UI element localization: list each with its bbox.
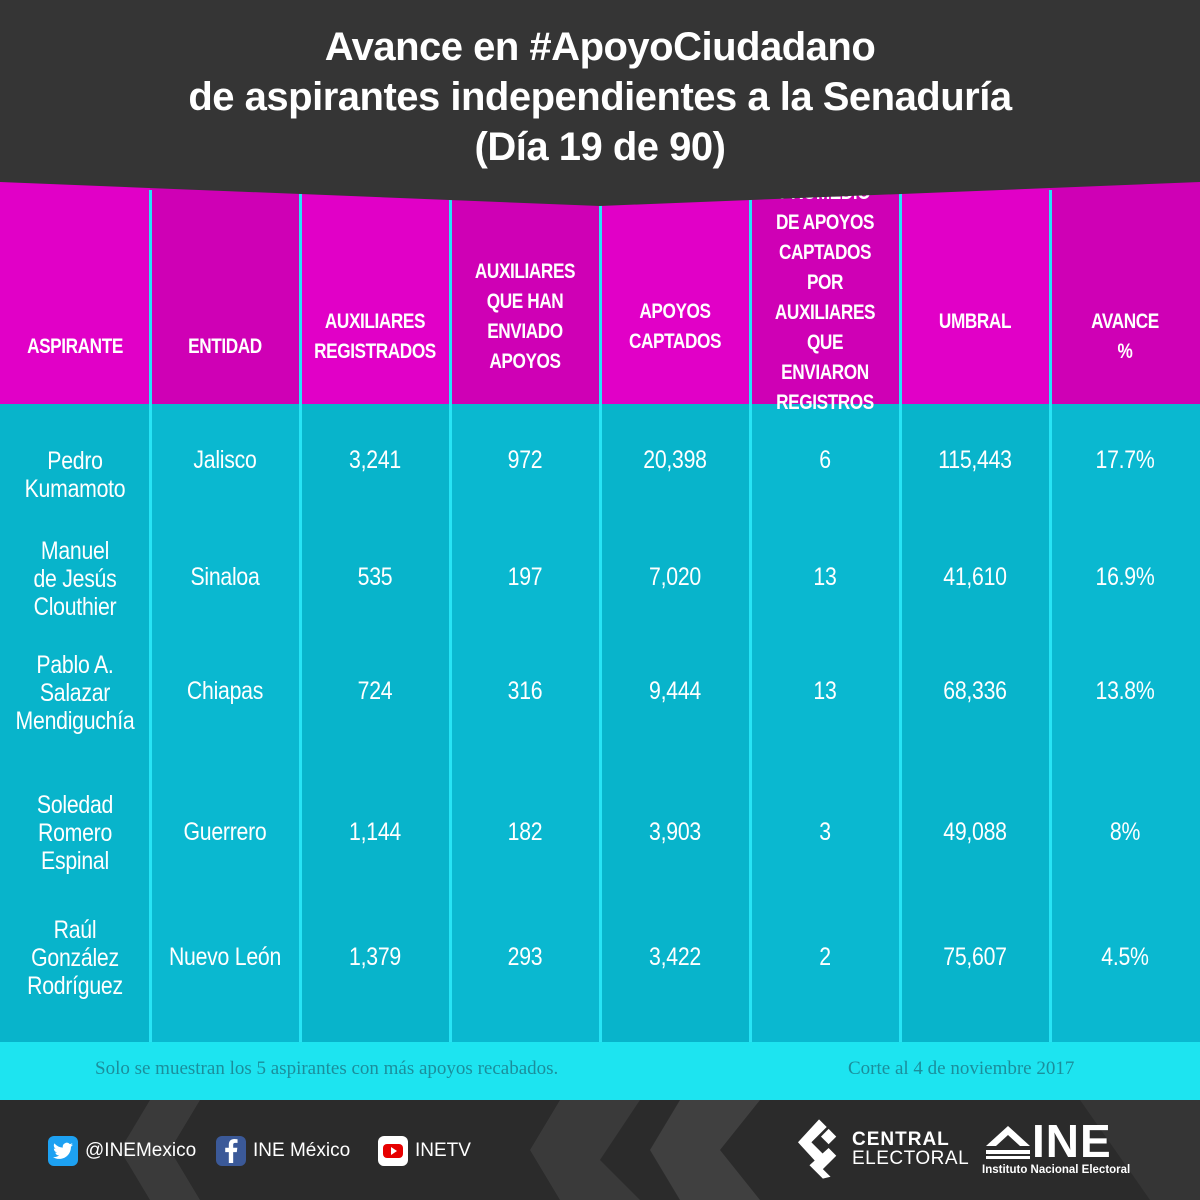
table-cell: Pablo A. Salazar Mendiguchía: [15, 651, 135, 735]
title-line-3: (Día 19 de 90): [474, 125, 726, 169]
table-cell: 4.5%: [1101, 943, 1149, 971]
column-divider: [149, 190, 152, 1042]
table-cell: 20,398: [643, 446, 707, 474]
column-divider: [749, 190, 752, 1042]
title-line-2: de aspirantes independientes a la Senadu…: [188, 75, 1012, 119]
table-cell: 972: [507, 446, 543, 474]
column-header: PROMEDIO DE APOYOS CAPTADOS POR AUXILIAR…: [774, 181, 876, 414]
central-electoral-icon: [798, 1119, 837, 1179]
table-cell: 3: [819, 818, 831, 846]
table-cell: 68,336: [943, 677, 1007, 705]
table-cell: Raúl González Rodríguez: [27, 916, 123, 1000]
column-header: AUXILIARES QUE HAN ENVIADO APOYOS: [474, 260, 576, 373]
table-cell: 535: [357, 563, 393, 591]
column-apoyos-captados: APOYOS CAPTADOS 20,398 7,020 9,444 3,903…: [600, 180, 750, 1042]
table-cell: 13: [813, 563, 837, 591]
table-cell: 75,607: [943, 943, 1007, 971]
column-header: ASPIRANTE: [27, 335, 123, 358]
table-cell: 293: [507, 943, 543, 971]
table-cell: 13.8%: [1095, 677, 1155, 705]
column-entidad: ENTIDAD Jalisco Sinaloa Chiapas Guerrero…: [150, 180, 300, 1042]
column-divider: [449, 190, 452, 1042]
table-cell: Sinaloa: [190, 563, 260, 591]
youtube-link[interactable]: INETV: [378, 1136, 471, 1166]
column-header: ENTIDAD: [188, 335, 262, 358]
twitter-link[interactable]: @INEMexico: [48, 1136, 196, 1166]
table-cell: 41,610: [943, 563, 1007, 591]
central-line-1: CENTRAL: [852, 1129, 950, 1150]
column-avance: AVANCE % 17.7% 16.9% 13.8% 8% 4.5%: [1050, 180, 1200, 1042]
column-divider: [299, 190, 302, 1042]
table-cell: Jalisco: [193, 446, 257, 474]
column-header: APOYOS CAPTADOS: [628, 300, 722, 353]
table-cell: 9,444: [649, 677, 701, 705]
table-cell: 16.9%: [1095, 563, 1155, 591]
table-cell: 724: [357, 677, 393, 705]
table-cell: Pedro Kumamoto: [24, 447, 126, 503]
table-cell: 3,241: [349, 446, 401, 474]
table-cell: 1,379: [349, 943, 401, 971]
youtube-icon: [378, 1136, 408, 1166]
column-header: AUXILIARES REGISTRADOS: [314, 310, 436, 363]
note-right: Corte al 4 de noviembre 2017: [848, 1058, 1075, 1079]
notes-bar: Solo se muestran los 5 aspirantes con má…: [0, 1042, 1200, 1100]
central-line-2: ELECTORAL: [852, 1148, 970, 1169]
column-promedio: PROMEDIO DE APOYOS CAPTADOS POR AUXILIAR…: [750, 180, 900, 1042]
column-header: UMBRAL: [938, 310, 1012, 333]
facebook-link[interactable]: INE México: [216, 1136, 350, 1166]
youtube-name: INETV: [415, 1140, 471, 1161]
ine-logo: INE Instituto Nacional Electoral: [980, 1115, 1150, 1182]
column-auxiliares-enviado: AUXILIARES QUE HAN ENVIADO APOYOS 972 19…: [450, 180, 600, 1042]
table-cell: 1,144: [349, 818, 401, 846]
table-cell: Soledad Romero Espinal: [36, 791, 114, 875]
column-umbral: UMBRAL 115,443 41,610 68,336 49,088 75,6…: [900, 180, 1050, 1042]
column-aspirante: ASPIRANTE Pedro Kumamoto Manuel de Jesús…: [0, 180, 150, 1042]
column-divider: [599, 190, 602, 1042]
column-divider: [899, 190, 902, 1042]
facebook-icon: [216, 1136, 246, 1166]
table-cell: 182: [507, 818, 543, 846]
ine-wordmark: INE: [1032, 1115, 1112, 1167]
table-cell: Manuel de Jesús Clouthier: [33, 537, 117, 621]
facebook-name: INE México: [253, 1140, 351, 1161]
title-line-1: Avance en #ApoyoCiudadano: [324, 25, 876, 69]
table-cell: 7,020: [649, 563, 701, 591]
table-cell: Chiapas: [186, 677, 264, 705]
table-cell: 17.7%: [1095, 446, 1155, 474]
table-cell: 49,088: [943, 818, 1007, 846]
table-cell: 6: [819, 446, 831, 474]
column-divider: [1049, 190, 1052, 1042]
table-cell: 115,443: [938, 446, 1012, 474]
table-cell: Nuevo León: [168, 943, 282, 971]
central-electoral-logo: CENTRAL ELECTORAL: [798, 1118, 969, 1180]
footer-decoration: [120, 1100, 1200, 1200]
table-cell: 3,422: [649, 943, 701, 971]
table-cell: 316: [507, 677, 543, 705]
ine-full-name: Instituto Nacional Electoral: [982, 1164, 1131, 1176]
table-cell: 3,903: [649, 818, 701, 846]
note-left: Solo se muestran los 5 aspirantes con má…: [95, 1058, 559, 1079]
table-cell: 13: [813, 677, 837, 705]
table-cell: Guerrero: [183, 818, 267, 846]
table-cell: 197: [507, 563, 543, 591]
twitter-icon: [48, 1136, 78, 1166]
table-cell: 8%: [1109, 818, 1141, 846]
header-notch: [0, 176, 1200, 206]
table-cell: 2: [819, 943, 831, 971]
twitter-handle: @INEMexico: [85, 1140, 197, 1161]
column-auxiliares-registrados: AUXILIARES REGISTRADOS 3,241 535 724 1,1…: [300, 180, 450, 1042]
page-header: Avance en #ApoyoCiudadano de aspirantes …: [0, 0, 1200, 190]
ine-emblem-icon: [986, 1126, 1030, 1159]
column-header: AVANCE %: [1091, 310, 1159, 363]
footer: @INEMexico INE México INETV CENTRAL ELEC…: [0, 1100, 1200, 1200]
